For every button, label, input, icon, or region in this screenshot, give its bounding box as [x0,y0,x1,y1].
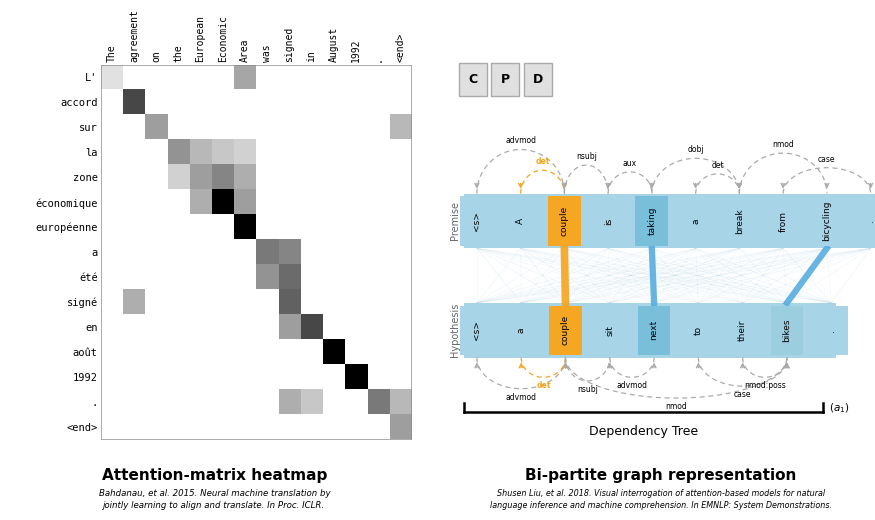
Text: Premise: Premise [450,201,460,240]
Text: D: D [533,73,543,86]
Text: from: from [779,211,788,231]
Text: Dependency Tree: Dependency Tree [589,425,697,438]
Bar [550,306,582,355]
FancyBboxPatch shape [524,63,552,96]
Text: det: det [536,382,550,391]
Text: Bi-partite graph representation: Bi-partite graph representation [525,468,796,483]
Bar [460,306,493,355]
Bar [726,306,760,355]
Bar [771,306,803,355]
Text: <s>: <s> [473,211,481,231]
FancyBboxPatch shape [492,63,520,96]
Bar [592,196,625,245]
Bar [505,306,537,355]
Text: advmod: advmod [506,393,536,402]
Bar [810,196,843,245]
Text: a: a [516,328,526,333]
Bar [679,196,712,245]
Text: .: . [827,329,836,332]
Text: aux: aux [623,159,637,167]
Bar [635,196,668,245]
Bar [766,196,800,245]
Text: case: case [818,154,836,163]
Bar [464,194,875,249]
Text: bikes: bikes [782,318,792,342]
Text: Attention-matrix heatmap: Attention-matrix heatmap [102,468,327,483]
FancyBboxPatch shape [458,63,486,96]
Bar [854,196,875,245]
Text: nsubj: nsubj [578,385,598,394]
Text: bicycling: bicycling [822,201,831,241]
Text: A: A [516,218,525,224]
Text: sit: sit [606,325,614,335]
Text: det: det [711,161,724,170]
Text: a: a [691,218,700,224]
Text: break: break [735,208,744,234]
Text: nmod: nmod [773,140,794,149]
Text: $(a_1)$: $(a_1)$ [830,401,850,415]
Text: .: . [866,219,875,223]
Text: C: C [468,73,477,86]
Bar [815,306,848,355]
Text: is: is [604,217,612,225]
Text: <s>: <s> [473,320,481,340]
Text: Hypothesis: Hypothesis [450,303,460,357]
Text: nsubj: nsubj [576,152,597,161]
Text: advmod: advmod [505,136,536,145]
Text: couple: couple [560,206,569,236]
Text: taking: taking [648,207,656,235]
Text: Bahdanau, et al. 2015. Neural machine translation by
jointly learning to align a: Bahdanau, et al. 2015. Neural machine tr… [99,489,330,510]
Text: their: their [738,319,747,341]
Text: couple: couple [561,315,570,345]
Bar [593,306,626,355]
Bar [464,303,836,358]
Text: nmod:poss: nmod:poss [744,382,786,391]
Text: nmod: nmod [665,402,687,411]
Bar [504,196,537,245]
Bar [682,306,715,355]
Text: P: P [500,73,510,86]
Text: det: det [536,157,550,166]
Text: case: case [734,390,752,399]
Bar [638,306,670,355]
Text: Shusen Liu, et al. 2018. Visual interrogation of attention-based models for natu: Shusen Liu, et al. 2018. Visual interrog… [490,489,831,510]
Bar [723,196,756,245]
Text: next: next [649,320,659,340]
Text: dobj: dobj [688,145,704,154]
Text: advmod: advmod [616,382,648,391]
Text: to: to [694,326,703,335]
Bar [548,196,581,245]
Bar [460,196,493,245]
